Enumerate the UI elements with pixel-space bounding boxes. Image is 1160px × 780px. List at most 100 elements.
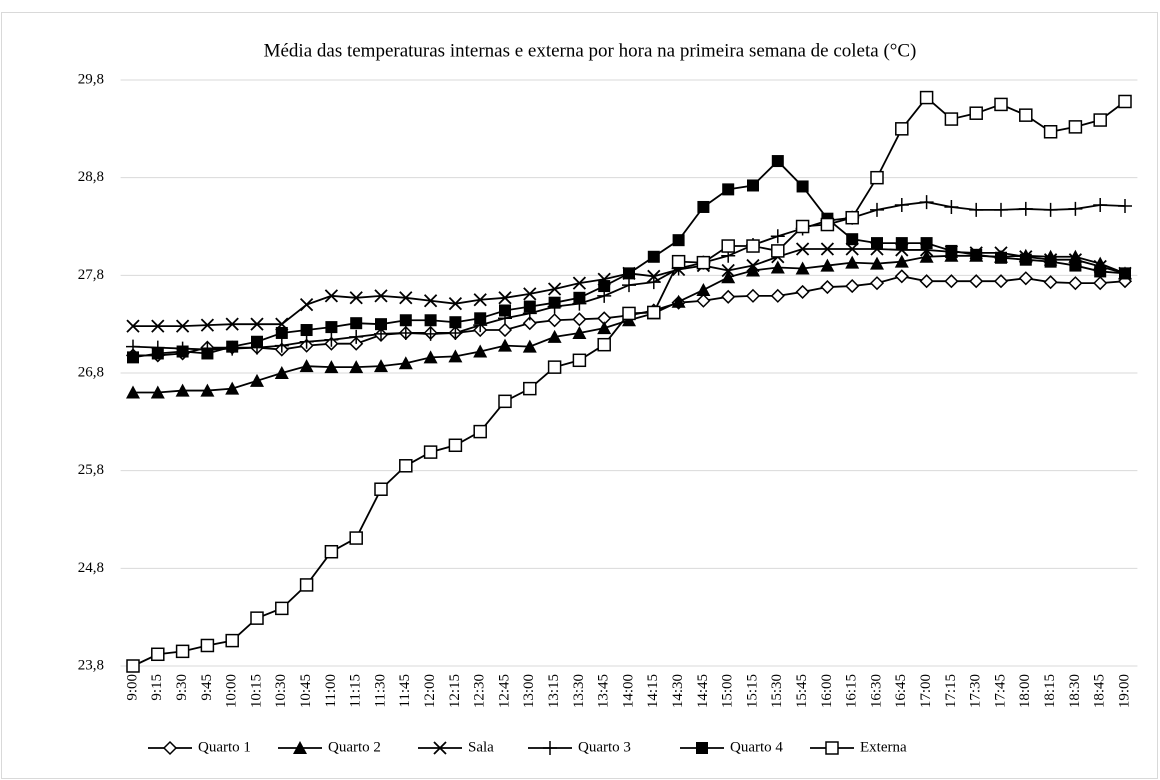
data-point <box>969 202 984 217</box>
data-point-shape <box>696 255 711 270</box>
data-point-shape <box>919 90 934 105</box>
x-tick-label: 17:00 <box>918 674 934 708</box>
data-point <box>869 276 885 291</box>
x-tick-label: 17:45 <box>992 674 1008 708</box>
data-point-shape <box>845 255 860 269</box>
legend-marker <box>696 742 708 754</box>
data-point-shape <box>696 293 711 308</box>
legend-label: Externa <box>860 739 907 755</box>
data-point <box>994 202 1008 217</box>
data-point-shape <box>671 294 686 308</box>
y-tick-label: 24,8 <box>78 560 104 576</box>
data-point-shape <box>399 459 413 473</box>
data-point <box>696 293 711 308</box>
data-point <box>1119 267 1131 280</box>
data-point <box>1093 113 1107 127</box>
data-point <box>597 337 611 352</box>
x-tick-label: 16:30 <box>868 674 884 708</box>
x-tick-label: 11:00 <box>323 674 339 708</box>
data-point <box>995 251 1007 264</box>
data-point <box>746 258 760 273</box>
data-point <box>1043 275 1058 290</box>
data-point-shape <box>1093 276 1108 291</box>
data-point <box>1093 276 1108 291</box>
data-point <box>274 338 289 353</box>
data-point-shape <box>349 291 363 305</box>
data-point-shape <box>523 300 536 313</box>
data-point <box>745 288 761 303</box>
data-point <box>324 544 339 559</box>
legend-marker <box>162 740 178 756</box>
data-point <box>969 274 984 289</box>
data-point <box>423 445 438 459</box>
data-point <box>795 261 810 275</box>
data-point <box>324 332 339 347</box>
data-point <box>127 351 139 364</box>
data-point <box>747 179 759 192</box>
data-point <box>151 347 164 360</box>
data-point-shape <box>771 155 784 168</box>
data-point <box>845 255 860 269</box>
x-tick-label: 16:15 <box>844 674 860 708</box>
data-point-shape <box>448 325 463 340</box>
data-point <box>771 244 785 258</box>
data-point-shape <box>572 325 587 339</box>
data-point-shape <box>623 267 635 280</box>
data-point-shape <box>126 319 140 333</box>
x-tick-label: 11:45 <box>397 674 413 708</box>
legend-label: Quarto 3 <box>578 739 631 755</box>
data-point-shape <box>299 297 314 312</box>
data-point <box>275 326 288 339</box>
data-point <box>671 294 686 308</box>
data-point-shape <box>721 270 736 284</box>
data-point-shape <box>820 258 835 272</box>
data-point-shape <box>1018 201 1033 216</box>
legend-label: Quarto 4 <box>730 739 783 755</box>
data-point-shape <box>374 289 388 303</box>
data-point-shape <box>349 329 364 344</box>
data-point <box>870 202 884 217</box>
data-point <box>299 334 314 349</box>
data-point-shape <box>375 318 387 331</box>
data-point-shape <box>1068 120 1083 134</box>
data-point <box>795 219 810 234</box>
data-point-shape <box>474 312 487 325</box>
x-tick-label: 13:00 <box>521 674 537 708</box>
data-point-shape <box>300 324 313 337</box>
x-tick-label: 11:30 <box>372 674 388 708</box>
data-point-shape <box>647 250 660 263</box>
data-point-shape <box>1119 267 1131 280</box>
data-point-shape <box>944 112 959 126</box>
data-point <box>623 267 635 280</box>
legend-marker-shape <box>293 741 307 754</box>
x-tick-label: 10:15 <box>248 674 264 708</box>
data-point <box>126 659 140 673</box>
x-tick-label: 10:45 <box>298 674 314 708</box>
data-point-shape <box>845 210 859 225</box>
data-point <box>225 317 239 331</box>
data-point <box>349 360 364 374</box>
data-point <box>598 280 611 293</box>
x-tick-label: 10:00 <box>224 674 240 708</box>
data-point <box>746 263 760 277</box>
data-point-shape <box>250 317 264 331</box>
data-point-shape <box>746 239 760 253</box>
data-point-shape <box>275 601 289 616</box>
data-point <box>324 289 339 303</box>
legend-marker-shape <box>433 741 447 755</box>
data-point-shape <box>225 317 239 331</box>
data-point-shape <box>572 312 587 327</box>
legend-marker <box>825 741 839 755</box>
data-point-shape <box>448 349 463 363</box>
data-point-shape <box>969 202 984 217</box>
legend-label: Quarto 2 <box>328 739 381 755</box>
data-point <box>845 279 860 294</box>
data-point <box>647 250 660 263</box>
data-point <box>1068 201 1083 216</box>
data-point <box>399 459 413 473</box>
data-point <box>449 316 462 329</box>
data-point-shape <box>399 314 412 327</box>
data-point-shape <box>522 316 537 331</box>
data-point <box>895 237 908 250</box>
